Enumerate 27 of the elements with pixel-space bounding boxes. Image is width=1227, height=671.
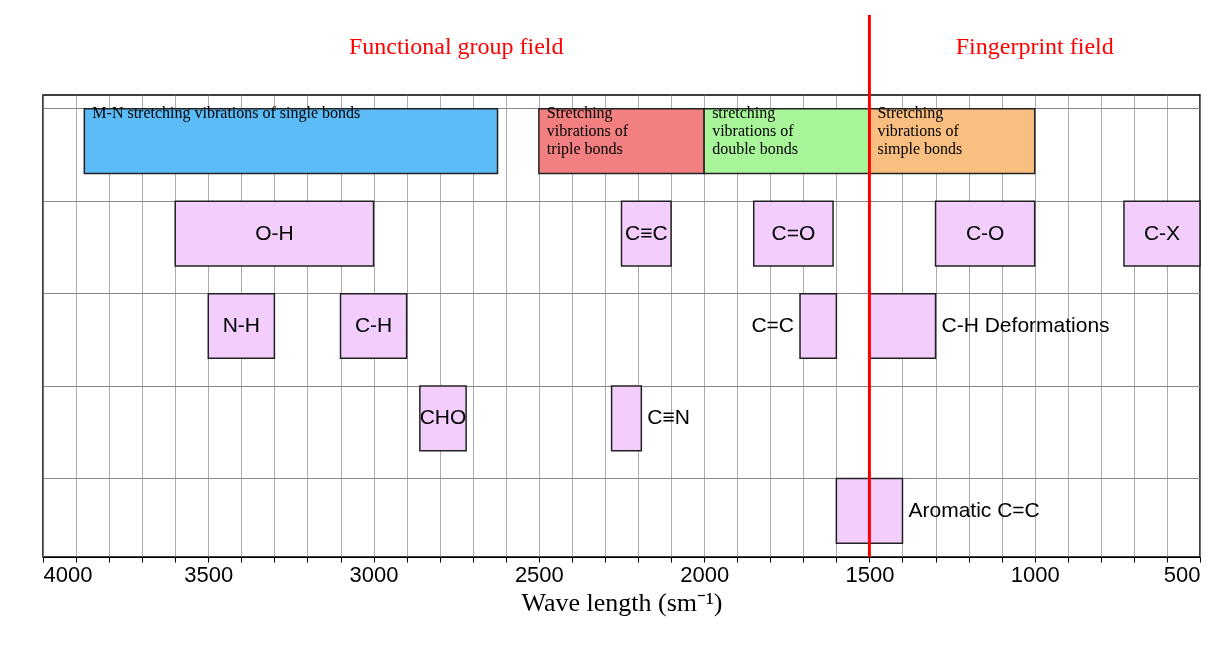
x-tick-label: 3000: [349, 561, 399, 587]
x-tick-label: 2500: [514, 561, 564, 587]
series-label: CHO: [419, 405, 467, 429]
series-label: C=O: [771, 220, 816, 244]
series-label: M-N stretching vibrations of single bonds: [92, 104, 361, 123]
x-tick-label: 3500: [184, 561, 234, 587]
x-tick-label: 2000: [680, 561, 730, 587]
x-tick-label: 500: [1163, 561, 1201, 587]
text: Functional group field: [348, 33, 564, 59]
series-label: Stretching vibrations of triple bonds: [546, 104, 629, 159]
series-label: C=C: [751, 313, 795, 336]
text: Fingerprint field: [955, 33, 1114, 59]
series-label: stretching vibrations of double bonds: [712, 104, 798, 158]
series-label: N-H: [222, 313, 261, 336]
x-tick-label: 4000: [43, 561, 93, 587]
x-tick-label: 1500: [845, 561, 895, 587]
x-axis-title: Wave length (sm⁻¹): [521, 587, 723, 617]
series-label: O-H: [255, 220, 294, 244]
series-label: C-X: [1143, 220, 1181, 244]
series-label: C≡C: [625, 220, 668, 244]
series-label: Stretching vibrations of simple bonds: [877, 104, 963, 159]
series-label: C-H Deformations: [941, 313, 1110, 336]
series-label: C-H: [354, 313, 393, 336]
x-tick-label: 1000: [1010, 561, 1060, 587]
series-label: C-O: [965, 220, 1005, 244]
series-label: Aromatic C=C: [908, 497, 1040, 521]
series-label: C≡N: [647, 405, 690, 429]
